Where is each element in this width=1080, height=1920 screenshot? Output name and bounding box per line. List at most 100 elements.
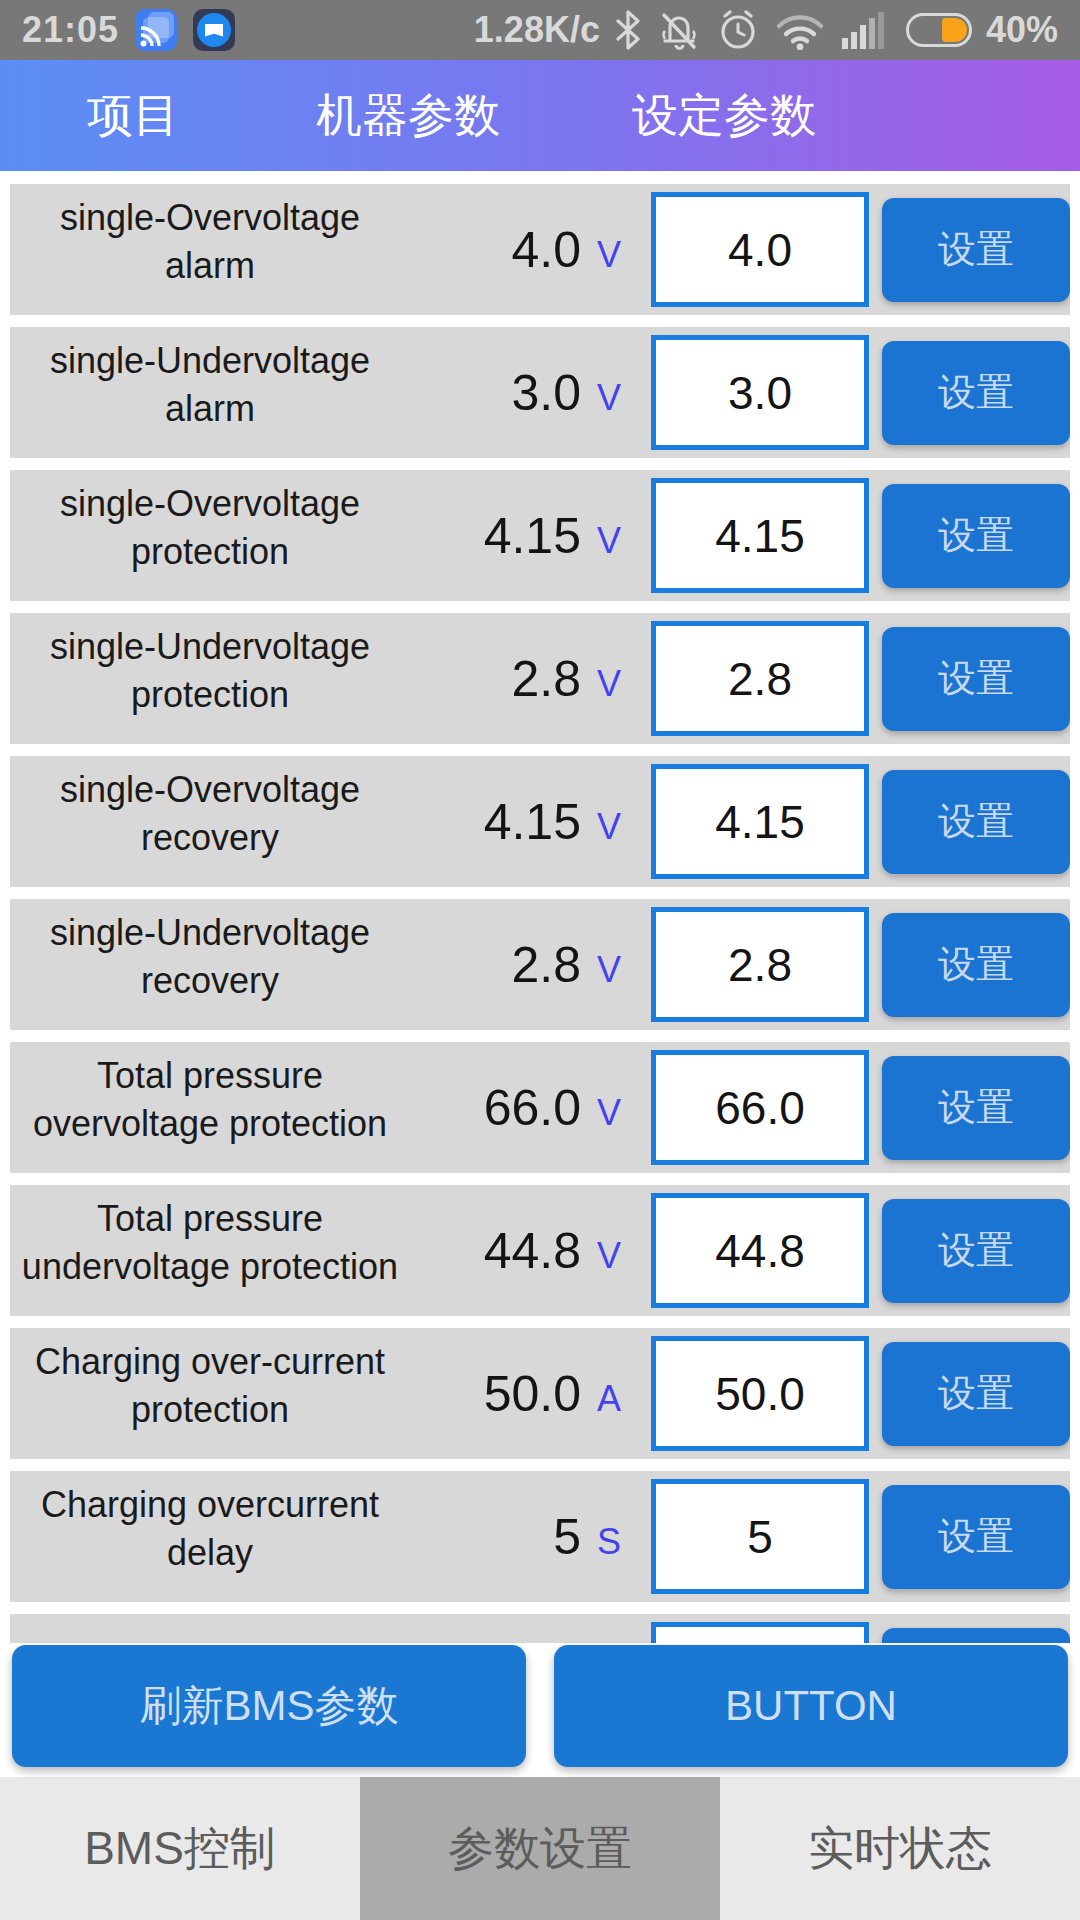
parameter-current-value: 2.8 V [410, 936, 651, 994]
parameter-current-value: 4.15 V [410, 507, 651, 565]
value-text: 4.15 [484, 507, 581, 565]
parameter-row: single-Overvoltage protection 4.15 V 4.1… [10, 470, 1070, 601]
set-button[interactable]: 设置 [882, 198, 1070, 302]
header-col-machine-params[interactable]: 机器参数 [316, 85, 500, 147]
parameter-label: Total pressure overvoltage protection [10, 1042, 410, 1148]
value-input[interactable]: 5 [651, 1479, 869, 1594]
value-text: 2.8 [511, 936, 581, 994]
parameter-label: single-Overvoltage recovery [10, 756, 410, 862]
unit-text: S [597, 1521, 621, 1563]
parameter-row: Total pressure undervoltage protection 4… [10, 1185, 1070, 1316]
generic-button[interactable]: BUTTON [554, 1645, 1068, 1767]
status-bar-right: 1.28K/c 40% [474, 8, 1058, 52]
bottom-tab-bar: BMS控制 参数设置 实时状态 [0, 1777, 1080, 1920]
unit-text: A [597, 1378, 621, 1420]
table-header: 项目 机器参数 设定参数 [0, 60, 1080, 171]
header-col-set-params[interactable]: 设定参数 [632, 85, 816, 147]
set-button[interactable]: 设置 [882, 770, 1070, 874]
parameter-current-value: 50.0 A [410, 1365, 651, 1423]
value-input[interactable]: 3.0 [651, 335, 869, 450]
parameter-current-value: 66.0 V [410, 1079, 651, 1137]
value-text: 4.0 [511, 221, 581, 279]
rss-app-icon [135, 9, 177, 51]
unit-text: V [597, 520, 621, 562]
battery-icon [906, 13, 972, 47]
parameter-label: single-Overvoltage alarm [10, 184, 410, 290]
unit-text: V [597, 1092, 621, 1134]
value-text: 44.8 [484, 1222, 581, 1280]
parameter-row: single-Undervoltage recovery 2.8 V 2.8 设… [10, 899, 1070, 1030]
set-button[interactable]: 设置 [882, 1485, 1070, 1589]
refresh-bms-params-button[interactable]: 刷新BMS参数 [12, 1645, 526, 1767]
set-button[interactable]: 设置 [882, 484, 1070, 588]
parameter-label: Charging over-current protection [10, 1328, 410, 1434]
parameter-current-value: 44.8 V [410, 1222, 651, 1280]
parameter-row: Charging overcurrent delay 5 S 5 设置 [10, 1471, 1070, 1602]
value-input[interactable]: 2.8 [651, 621, 869, 736]
set-button[interactable]: 设置 [882, 1056, 1070, 1160]
parameter-label: single-Overvoltage protection [10, 470, 410, 576]
battery-percent-text: 40% [986, 9, 1058, 51]
status-bar: 21:05 1.28K/c [0, 0, 1080, 60]
set-button[interactable]: 设置 [882, 1342, 1070, 1446]
bluetooth-icon [614, 10, 642, 50]
tab-realtime-status[interactable]: 实时状态 [720, 1777, 1080, 1920]
parameter-label [10, 1614, 410, 1624]
parameter-row: single-Overvoltage alarm 4.0 V 4.0 设置 [10, 184, 1070, 315]
value-text: 5 [553, 1508, 581, 1566]
header-col-project[interactable]: 项目 [87, 85, 179, 147]
parameter-label: Charging overcurrent delay [10, 1471, 410, 1577]
parameter-current-value: 4.15 V [410, 793, 651, 851]
parameter-label: single-Undervoltage alarm [10, 327, 410, 433]
clock-text: 21:05 [22, 9, 119, 51]
parameter-current-value: 4.0 V [410, 221, 651, 279]
wifi-icon [774, 10, 826, 50]
parameter-list: single-Overvoltage alarm 4.0 V 4.0 设置 si… [0, 171, 1080, 1643]
unit-text: V [597, 234, 621, 276]
value-input[interactable]: 4.0 [651, 192, 869, 307]
unit-text: V [597, 1235, 621, 1277]
set-button[interactable] [882, 1628, 1070, 1644]
alarm-clock-icon [716, 8, 760, 52]
value-input[interactable]: 44.8 [651, 1193, 869, 1308]
mail-app-icon [193, 9, 235, 51]
unit-text: V [597, 663, 621, 705]
set-button[interactable]: 设置 [882, 913, 1070, 1017]
footer-actions: 刷新BMS参数 BUTTON [0, 1643, 1080, 1777]
value-input[interactable]: 2.8 [651, 907, 869, 1022]
value-text: 66.0 [484, 1079, 581, 1137]
value-input[interactable]: 4.15 [651, 478, 869, 593]
parameter-row: single-Overvoltage recovery 4.15 V 4.15 … [10, 756, 1070, 887]
mute-bell-icon [656, 9, 702, 51]
signal-bars-icon [840, 10, 892, 50]
value-text: 3.0 [511, 364, 581, 422]
value-input[interactable]: 66.0 [651, 1050, 869, 1165]
network-speed-text: 1.28K/c [474, 9, 600, 51]
value-text: 50.0 [484, 1365, 581, 1423]
status-bar-left: 21:05 [22, 9, 235, 51]
value-input[interactable]: 4.15 [651, 764, 869, 879]
parameter-current-value: 3.0 V [410, 364, 651, 422]
parameter-row: Charging over-current protection 50.0 A … [10, 1328, 1070, 1459]
parameter-current-value: 2.8 V [410, 650, 651, 708]
parameter-label: Total pressure undervoltage protection [10, 1185, 410, 1291]
unit-text: V [597, 806, 621, 848]
set-button[interactable]: 设置 [882, 341, 1070, 445]
value-input[interactable]: 50.0 [651, 1336, 869, 1451]
set-button[interactable]: 设置 [882, 627, 1070, 731]
parameter-row: Total pressure overvoltage protection 66… [10, 1042, 1070, 1173]
set-button[interactable]: 设置 [882, 1199, 1070, 1303]
parameter-label: single-Undervoltage protection [10, 613, 410, 719]
parameter-row: single-Undervoltage protection 2.8 V 2.8… [10, 613, 1070, 744]
value-input[interactable] [651, 1622, 869, 1643]
tab-parameter-settings[interactable]: 参数设置 [360, 1777, 720, 1920]
parameter-label: single-Undervoltage recovery [10, 899, 410, 1005]
unit-text: V [597, 949, 621, 991]
parameter-row: single-Undervoltage alarm 3.0 V 3.0 设置 [10, 327, 1070, 458]
tab-bms-control[interactable]: BMS控制 [0, 1777, 360, 1920]
value-text: 4.15 [484, 793, 581, 851]
parameter-row [10, 1614, 1070, 1643]
parameter-current-value: 5 S [410, 1508, 651, 1566]
unit-text: V [597, 377, 621, 419]
value-text: 2.8 [511, 650, 581, 708]
